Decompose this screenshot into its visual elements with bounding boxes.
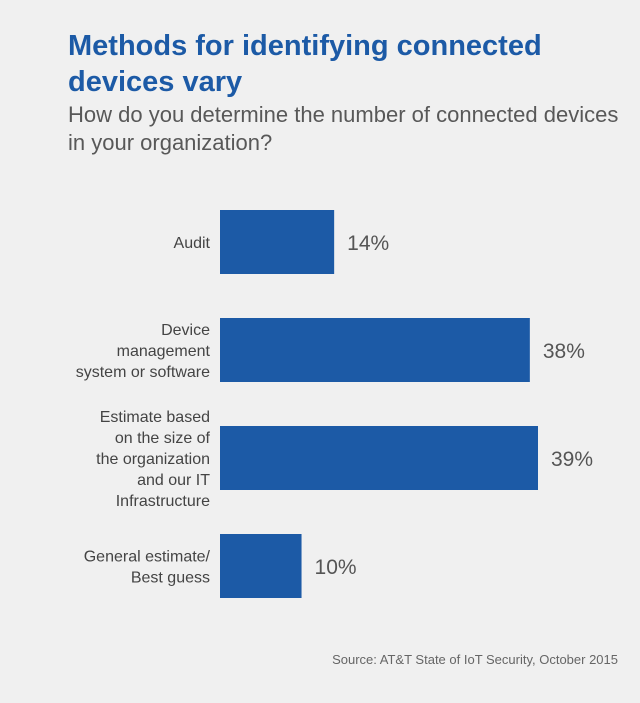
bar-chart: 14% Audit 38% Device management system or sof… [76, 210, 593, 598]
category-label-1: Device management system or software [76, 322, 211, 381]
value-label-0: 14% [347, 232, 389, 255]
bar-0 [220, 210, 335, 274]
category-label-3: General estimate/Best guess [84, 549, 211, 587]
chart-subtitle: How do you determine the number of conne… [68, 102, 619, 155]
chart-title: Methods for identifying connected device… [68, 30, 542, 98]
bar-1 [220, 318, 530, 382]
category-label-2: Estimate based on the size of the organiza… [96, 409, 210, 510]
source-note: Source: AT&T State of IoT Security, Octo… [332, 652, 618, 667]
value-label-2: 39% [551, 448, 593, 471]
bar-2 [220, 426, 538, 490]
category-label-0: Audit [174, 235, 211, 252]
value-label-3: 10% [315, 556, 357, 579]
value-label-1: 38% [543, 340, 585, 363]
bar-3 [220, 534, 302, 598]
